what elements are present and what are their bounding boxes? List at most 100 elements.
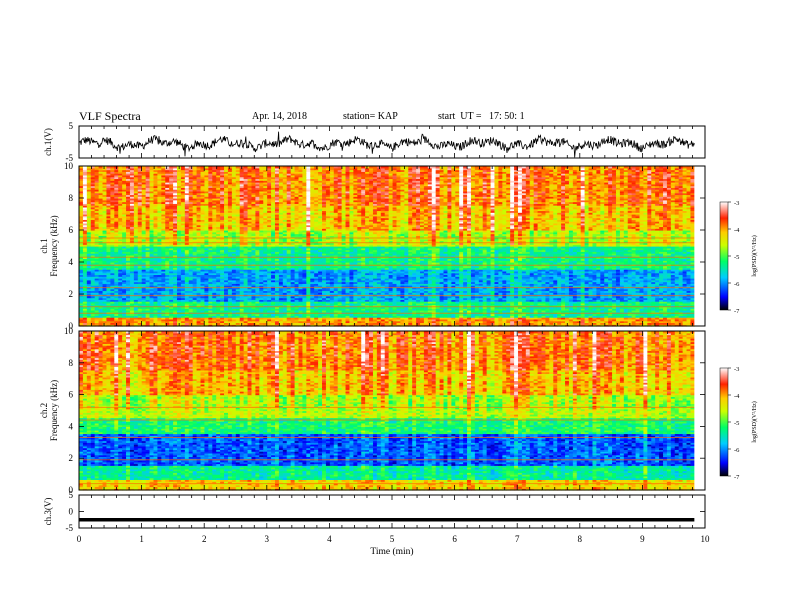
spectrogram-cell xyxy=(502,301,507,304)
spectrogram-cell xyxy=(431,304,437,308)
spectrogram-cell xyxy=(655,301,660,304)
spectrogram-cell xyxy=(447,308,452,311)
spectrogram-cell xyxy=(510,308,515,311)
spectrogram-cell xyxy=(255,297,260,300)
spectrogram-cell xyxy=(239,320,245,324)
spectrogram-cell xyxy=(329,308,335,311)
spectrogram-cell xyxy=(239,302,245,306)
spectrogram-cell xyxy=(686,299,692,302)
spectrogram-cell xyxy=(412,318,417,322)
spectrogram-cell xyxy=(549,308,554,311)
spectrogram-cell xyxy=(545,322,550,325)
spectrogram-cell xyxy=(345,302,351,306)
spectrogram-cell xyxy=(517,317,523,320)
spectrogram-cell xyxy=(349,320,354,324)
spectrogram-cell xyxy=(325,304,331,308)
spectrogram-cell xyxy=(666,310,672,313)
spectrogram-cell xyxy=(388,322,394,325)
spectrogram-cell xyxy=(298,324,304,327)
spectrogram-cell xyxy=(310,320,315,324)
spectrogram-cell xyxy=(208,308,213,311)
spectrogram-cell xyxy=(408,324,413,327)
spectrogram-cell xyxy=(129,308,135,311)
spectrogram-cell xyxy=(682,317,688,320)
spectrogram-cell xyxy=(482,310,488,313)
spectrogram-cell xyxy=(467,313,472,316)
spectrogram-cell xyxy=(216,318,221,322)
spectrogram-cell xyxy=(137,324,143,327)
spectrogram-cell xyxy=(365,317,370,320)
spectrogram-cell xyxy=(184,299,190,302)
spectrogram-cell xyxy=(380,306,386,309)
spectrogram-cell xyxy=(94,308,100,311)
spectrogram-cell xyxy=(427,317,433,320)
spectrogram-cell xyxy=(126,308,131,311)
spectrogram-cell xyxy=(412,306,417,309)
spectrogram-cell xyxy=(416,313,421,316)
spectrogram-cell xyxy=(596,318,601,322)
spectrogram-cell xyxy=(98,313,104,316)
spectrogram-cell xyxy=(153,306,158,309)
spectrogram-cell xyxy=(298,299,304,302)
spectrogram-cell xyxy=(294,302,300,306)
spectrogram-cell xyxy=(678,299,684,302)
spectrogram-cell xyxy=(227,315,233,318)
spectrogram-cell xyxy=(400,317,405,320)
spectrogram-cell xyxy=(455,301,460,304)
spectrogram-cell xyxy=(176,317,182,320)
spectrogram-cell xyxy=(82,318,88,322)
spectrogram-cell xyxy=(651,322,656,325)
spectrogram-cell xyxy=(86,322,92,325)
spectrogram-cell xyxy=(247,301,253,304)
spectrogram-cell xyxy=(545,308,550,311)
spectrogram-cell xyxy=(635,302,641,306)
spectrogram-cell xyxy=(651,324,656,327)
spectrogram-cell xyxy=(329,304,335,308)
spectrogram-cell xyxy=(557,317,562,320)
spectrogram-cell xyxy=(325,318,331,322)
spectrogram-cell xyxy=(353,306,358,309)
spectrogram-cell xyxy=(106,310,111,313)
spectrogram-cell xyxy=(267,306,272,309)
spectrogram-cell xyxy=(600,299,605,302)
spectrogram-cell xyxy=(231,308,237,311)
spectrogram-cell xyxy=(482,318,488,322)
spectrogram-cell xyxy=(655,310,660,313)
spectrogram-cell xyxy=(145,317,151,320)
spectrogram-cell xyxy=(670,302,676,306)
spectrogram-cell xyxy=(553,320,558,324)
spectrogram-cell xyxy=(643,317,648,320)
spectrogram-cell xyxy=(502,320,507,324)
spectrogram-cell xyxy=(224,315,229,318)
spectrogram-cell xyxy=(686,301,692,304)
spectrogram-cell xyxy=(278,304,284,308)
spectrogram-cell xyxy=(533,299,539,302)
spectrogram-cell xyxy=(639,299,645,302)
spectrogram-cell xyxy=(439,301,445,304)
spectrogram-cell xyxy=(161,308,166,311)
spectrogram-cell xyxy=(90,318,96,322)
spectrogram-cell xyxy=(443,317,449,320)
spectrogram-cell xyxy=(345,315,351,318)
spectrogram-cell xyxy=(357,306,362,309)
spectrogram-cell xyxy=(678,310,684,313)
spectrogram-cell xyxy=(490,308,496,311)
spectrogram-cell xyxy=(102,301,108,304)
spectrogram-cell xyxy=(173,297,178,300)
spectrogram-cell xyxy=(517,322,523,325)
spectrogram-cell xyxy=(498,324,503,327)
spectrogram-cell xyxy=(557,318,562,322)
spectrogram-cell xyxy=(345,324,351,327)
spectrogram-cell xyxy=(521,301,527,304)
spectrogram-cell xyxy=(165,310,170,313)
spectrogram-cell xyxy=(470,317,476,320)
spectrogram-cell xyxy=(529,299,535,302)
spectrogram-cell xyxy=(184,315,190,318)
spectrogram-cell xyxy=(204,313,209,316)
spectrogram-cell xyxy=(353,322,358,325)
spectrogram-cell xyxy=(224,304,229,308)
spectrogram-cell xyxy=(173,301,178,304)
spectrogram-cell xyxy=(341,320,347,324)
spectrogram-cell xyxy=(568,304,574,308)
spectrogram-cell xyxy=(419,324,425,327)
